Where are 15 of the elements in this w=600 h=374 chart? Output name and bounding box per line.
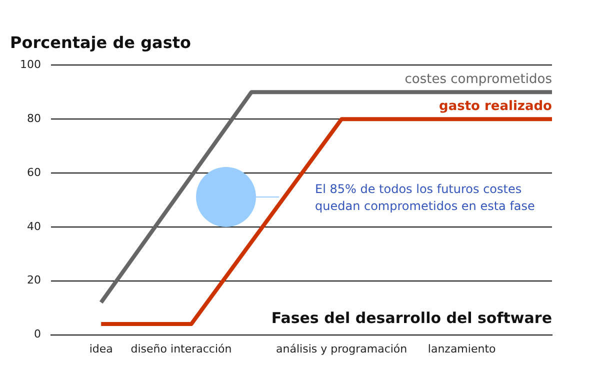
x-tick-label: idea [89,342,113,356]
x-tick-label: diseño interacción [130,342,232,356]
x-axis-title: Fases del desarrollo del software [271,309,552,328]
y-tick-label: 40 [26,220,41,233]
y-tick-label: 60 [26,166,41,179]
y-tick-label: 0 [34,328,41,341]
chart-title: Porcentaje de gasto [10,32,191,52]
annotation: El 85% de todos los futuros costes quedan comprometidos en esta fase [315,182,535,214]
series-label: costes comprometidos [404,72,552,88]
series-label: gasto realizado [439,98,552,114]
y-tick-label: 20 [26,274,41,287]
x-tick-label: análisis y programación [276,342,408,356]
y-tick-label: 80 [26,112,41,125]
x-tick-label: lanzamiento [428,342,496,356]
y-tick-label: 100 [20,58,41,72]
